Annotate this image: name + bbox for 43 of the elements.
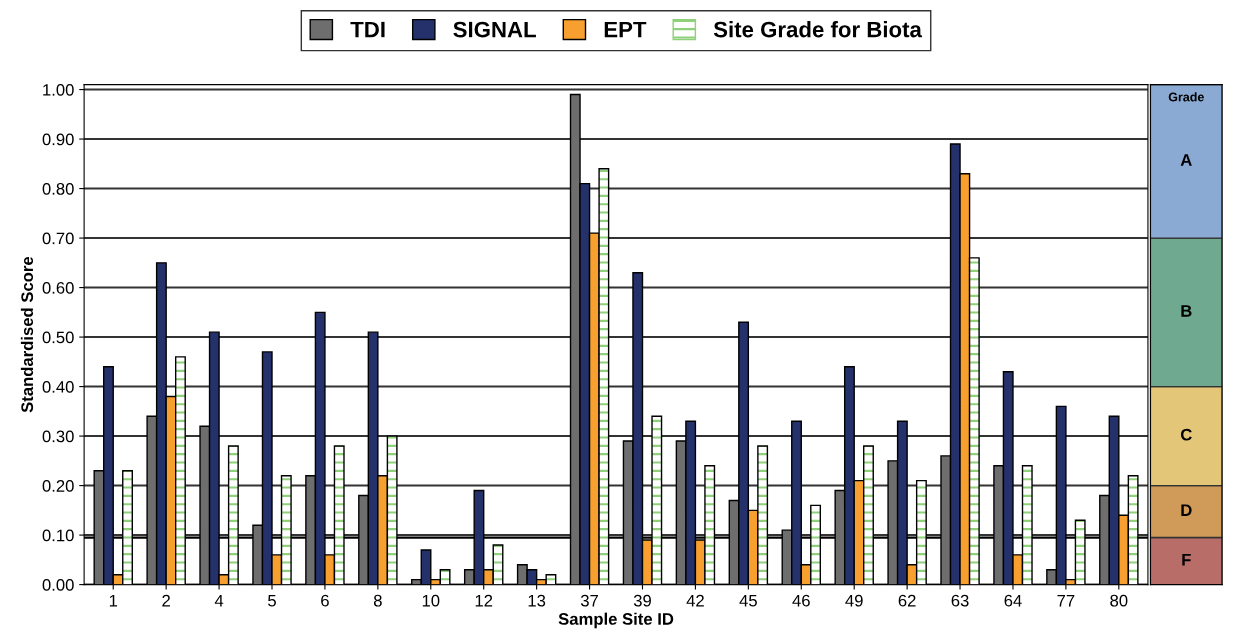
x-tick-label: 4 [214, 594, 224, 607]
legend-label: TDI [350, 21, 385, 38]
x-tick-label: 46 [792, 594, 810, 607]
x-tick-label: 64 [1004, 594, 1022, 607]
y-tick-label: 0.60 [42, 281, 74, 294]
x-tick-label: 77 [1057, 594, 1075, 607]
series-label: F [1182, 553, 1191, 566]
y-tick-label: 0.80 [42, 182, 74, 195]
legend-label: SIGNAL [453, 21, 536, 38]
series-label: C [1180, 428, 1192, 441]
y-tick-label: 0.40 [42, 380, 74, 393]
x-tick-label: 63 [951, 594, 969, 607]
x-tick-label: 45 [739, 594, 757, 607]
x-tick-label: 37 [580, 594, 598, 607]
x-tick-label: 49 [845, 594, 863, 607]
x-tick-label: 39 [633, 594, 651, 607]
x-tick-label: 62 [898, 594, 916, 607]
x-axis-title: Sample Site ID [558, 612, 674, 629]
chart-title: Grade [1168, 92, 1204, 102]
x-tick-label: 2 [162, 594, 170, 607]
x-tick-label: 1 [109, 594, 118, 607]
x-tick-label: 10 [422, 594, 440, 607]
y-tick-label: 0.90 [42, 133, 74, 146]
series-label: A [1180, 154, 1192, 166]
series-label: D [1181, 504, 1192, 516]
x-tick-label: 12 [475, 594, 493, 607]
x-tick-label: 8 [373, 594, 382, 607]
y-tick-label: 0.50 [42, 331, 74, 344]
x-tick-label: 80 [1110, 594, 1128, 607]
y-tick-label: 0.30 [42, 430, 74, 443]
legend-label: Site Grade for Biota [713, 21, 922, 38]
x-tick-label: 6 [321, 594, 329, 607]
series-label: B [1181, 305, 1192, 317]
y-tick-label: 0.70 [42, 232, 74, 245]
y-tick-label: 0.00 [42, 578, 74, 591]
x-tick-label: 13 [528, 594, 546, 607]
y-tick-label: 0.20 [42, 479, 74, 492]
y-tick-label: 1.00 [43, 83, 74, 96]
y-tick-label: 0.10 [42, 529, 74, 542]
legend-label: EPT [604, 21, 647, 38]
x-tick-label: 5 [268, 594, 276, 607]
x-tick-label: 42 [686, 594, 704, 607]
y-axis-title: Standardised Score [20, 256, 34, 413]
